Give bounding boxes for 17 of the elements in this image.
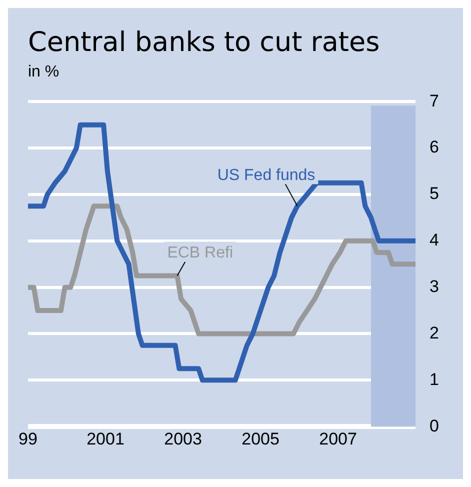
y-tick-label: 7 [430, 91, 440, 110]
x-tick-label: 2003 [164, 429, 202, 448]
y-tick-label: 4 [430, 230, 440, 250]
x-tick-label: 99 [18, 429, 38, 448]
series-label: US Fed funds [217, 167, 316, 184]
y-tick-label: 0 [430, 416, 440, 436]
y-tick-label: 6 [430, 138, 440, 157]
y-tick-label: 2 [430, 323, 440, 342]
y-tick-label: 1 [430, 370, 440, 389]
y-tick-label: 5 [430, 184, 440, 204]
chart-subtitle: in % [28, 63, 60, 80]
series-label: ECB Refi [167, 244, 233, 262]
chart-title: Central banks to cut rates [28, 27, 380, 58]
x-tick-label: 2007 [319, 429, 357, 448]
x-tick-label: 2001 [86, 429, 124, 448]
y-tick-label: 3 [430, 277, 440, 296]
x-tick-label: 2005 [242, 429, 280, 448]
